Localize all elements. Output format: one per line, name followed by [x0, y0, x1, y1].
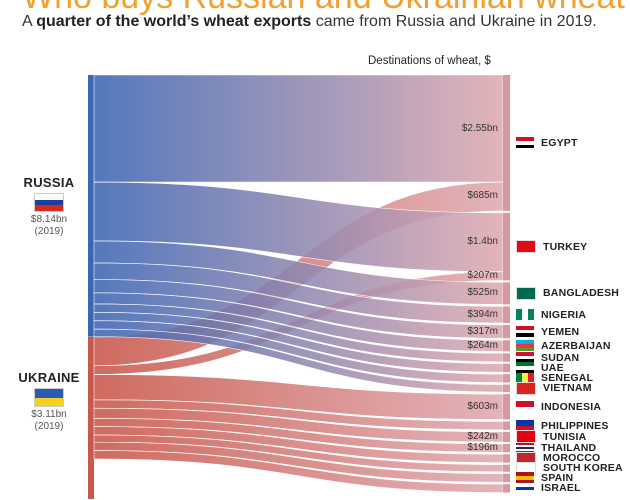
destinations-heading: Destinations of wheat, $	[368, 55, 491, 67]
flag-icon	[516, 482, 534, 494]
dest-bar-nigeria	[503, 306, 510, 323]
flow-value-label: $207m	[467, 270, 498, 282]
flow-value-label: $394m	[467, 308, 498, 320]
source-amount: $8.14bn	[30, 214, 68, 225]
subtitle-bold: quarter of the world’s wheat exports	[36, 13, 312, 30]
dest-bar-spain	[503, 473, 510, 483]
destination-name: INDONESIA	[541, 400, 602, 413]
flow-value-label: $264m	[467, 339, 498, 351]
destination-name: SPAIN	[541, 471, 574, 484]
flag-icon	[34, 388, 64, 407]
destination-name: MOROCCO	[543, 452, 601, 465]
dest-bar-senegal	[503, 374, 510, 383]
dest-bar-philippines	[503, 421, 510, 430]
destination-name: ISRAEL	[541, 482, 581, 495]
source-year: (2019)	[34, 421, 64, 432]
flag-icon	[516, 240, 536, 254]
destination-spain: SPAIN	[516, 472, 573, 484]
dest-bar-uae	[503, 363, 510, 373]
flow-value-label: $196m	[467, 442, 498, 454]
flow-value-label: $685m	[467, 190, 498, 202]
flag-icon	[516, 420, 534, 432]
destination-name: AZERBAIJAN	[541, 339, 611, 352]
destination-israel: ISRAEL	[516, 482, 581, 494]
destination-name: TURKEY	[543, 240, 588, 253]
dest-bar-thailand	[503, 444, 510, 453]
dest-bar-south-korea	[503, 464, 510, 472]
chart-title: Who buys Russian and Ukrainian wheat?	[22, 0, 630, 17]
flag-icon	[516, 362, 534, 374]
flow-value-label: $525m	[467, 287, 498, 299]
destination-yemen: YEMEN	[516, 326, 579, 338]
dest-bar-indonesia	[503, 394, 510, 420]
dest-bar-tunisia	[503, 431, 510, 443]
dest-bar-bangladesh	[503, 282, 510, 305]
flow-value-label: $2.55bn	[461, 122, 498, 134]
destination-bangladesh: BANGLADESH	[516, 286, 620, 300]
destination-name: SOUTH KOREA	[543, 462, 623, 475]
destination-name: VIETNAM	[543, 382, 592, 395]
flag-icon	[516, 286, 536, 300]
destination-name: EGYPT	[541, 136, 578, 149]
dest-bar-israel	[503, 484, 510, 493]
destination-turkey: TURKEY	[516, 240, 588, 254]
destination-name: YEMEN	[541, 325, 580, 338]
destination-name: THAILAND	[541, 442, 597, 455]
dest-bar-sudan	[503, 353, 510, 362]
flag-icon	[516, 309, 534, 321]
source-label-ukraine: UKRAINE $3.11bn (2019)	[4, 370, 94, 433]
destination-vietnam: VIETNAM	[516, 381, 592, 395]
destination-name: NIGERIA	[541, 308, 587, 321]
flag-icon	[34, 193, 64, 212]
destination-philippines: PHILIPPINES	[516, 420, 609, 432]
destination-sudan: SUDAN	[516, 352, 579, 364]
destination-nigeria: NIGERIA	[516, 309, 586, 321]
subtitle-rest: came from Russia and Ukraine in 2019.	[311, 13, 597, 30]
destination-name: SENEGAL	[541, 372, 594, 385]
flag-icon	[516, 381, 536, 395]
destination-name: BANGLADESH	[543, 287, 620, 300]
dest-bar-egypt	[503, 75, 510, 211]
source-year: (2019)	[34, 226, 64, 237]
source-bar-ukraine	[88, 337, 94, 499]
destination-indonesia: INDONESIA	[516, 401, 601, 413]
destination-tunisia: TUNISIA	[516, 430, 587, 444]
flag-icon	[516, 137, 534, 149]
source-amount: $3.11bn	[31, 409, 67, 420]
source-name: RUSSIA	[23, 175, 75, 190]
destination-uae: UAE	[516, 362, 564, 374]
flow-value-label: $242m	[467, 430, 498, 442]
chart-subtitle: A quarter of the world’s wheat exports c…	[22, 13, 597, 31]
destination-senegal: SENEGAL	[516, 372, 593, 384]
destination-azerbaijan: AZERBAIJAN	[516, 340, 611, 352]
source-label-russia: RUSSIA $8.14bn (2019)	[4, 175, 94, 238]
source-bar-russia	[88, 75, 94, 337]
destination-name: TUNISIA	[543, 430, 587, 443]
destination-name: SUDAN	[541, 351, 580, 364]
flow-ukraine-to-indonesia	[93, 374, 504, 420]
flag-icon	[516, 352, 534, 364]
subtitle-prefix: A	[22, 13, 37, 30]
destination-name: PHILIPPINES	[541, 419, 609, 432]
flow-value-label: $317m	[467, 325, 498, 337]
flag-icon	[516, 340, 534, 352]
dest-bar-turkey	[503, 212, 510, 281]
source-name: UKRAINE	[18, 370, 80, 385]
flow-value-label: $603m	[467, 400, 498, 412]
flag-icon	[516, 472, 534, 484]
destination-name: UAE	[541, 361, 564, 374]
flow-value-label: $1.4bn	[467, 236, 498, 248]
flag-icon	[516, 372, 534, 384]
dest-bar-vietnam	[503, 384, 510, 393]
dest-bar-azerbaijan	[503, 340, 510, 352]
destination-egypt: EGYPT	[516, 137, 578, 149]
dest-bar-yemen	[503, 324, 510, 339]
dest-bar-morocco	[503, 454, 510, 463]
flag-icon	[516, 326, 534, 338]
flag-icon	[516, 401, 534, 413]
